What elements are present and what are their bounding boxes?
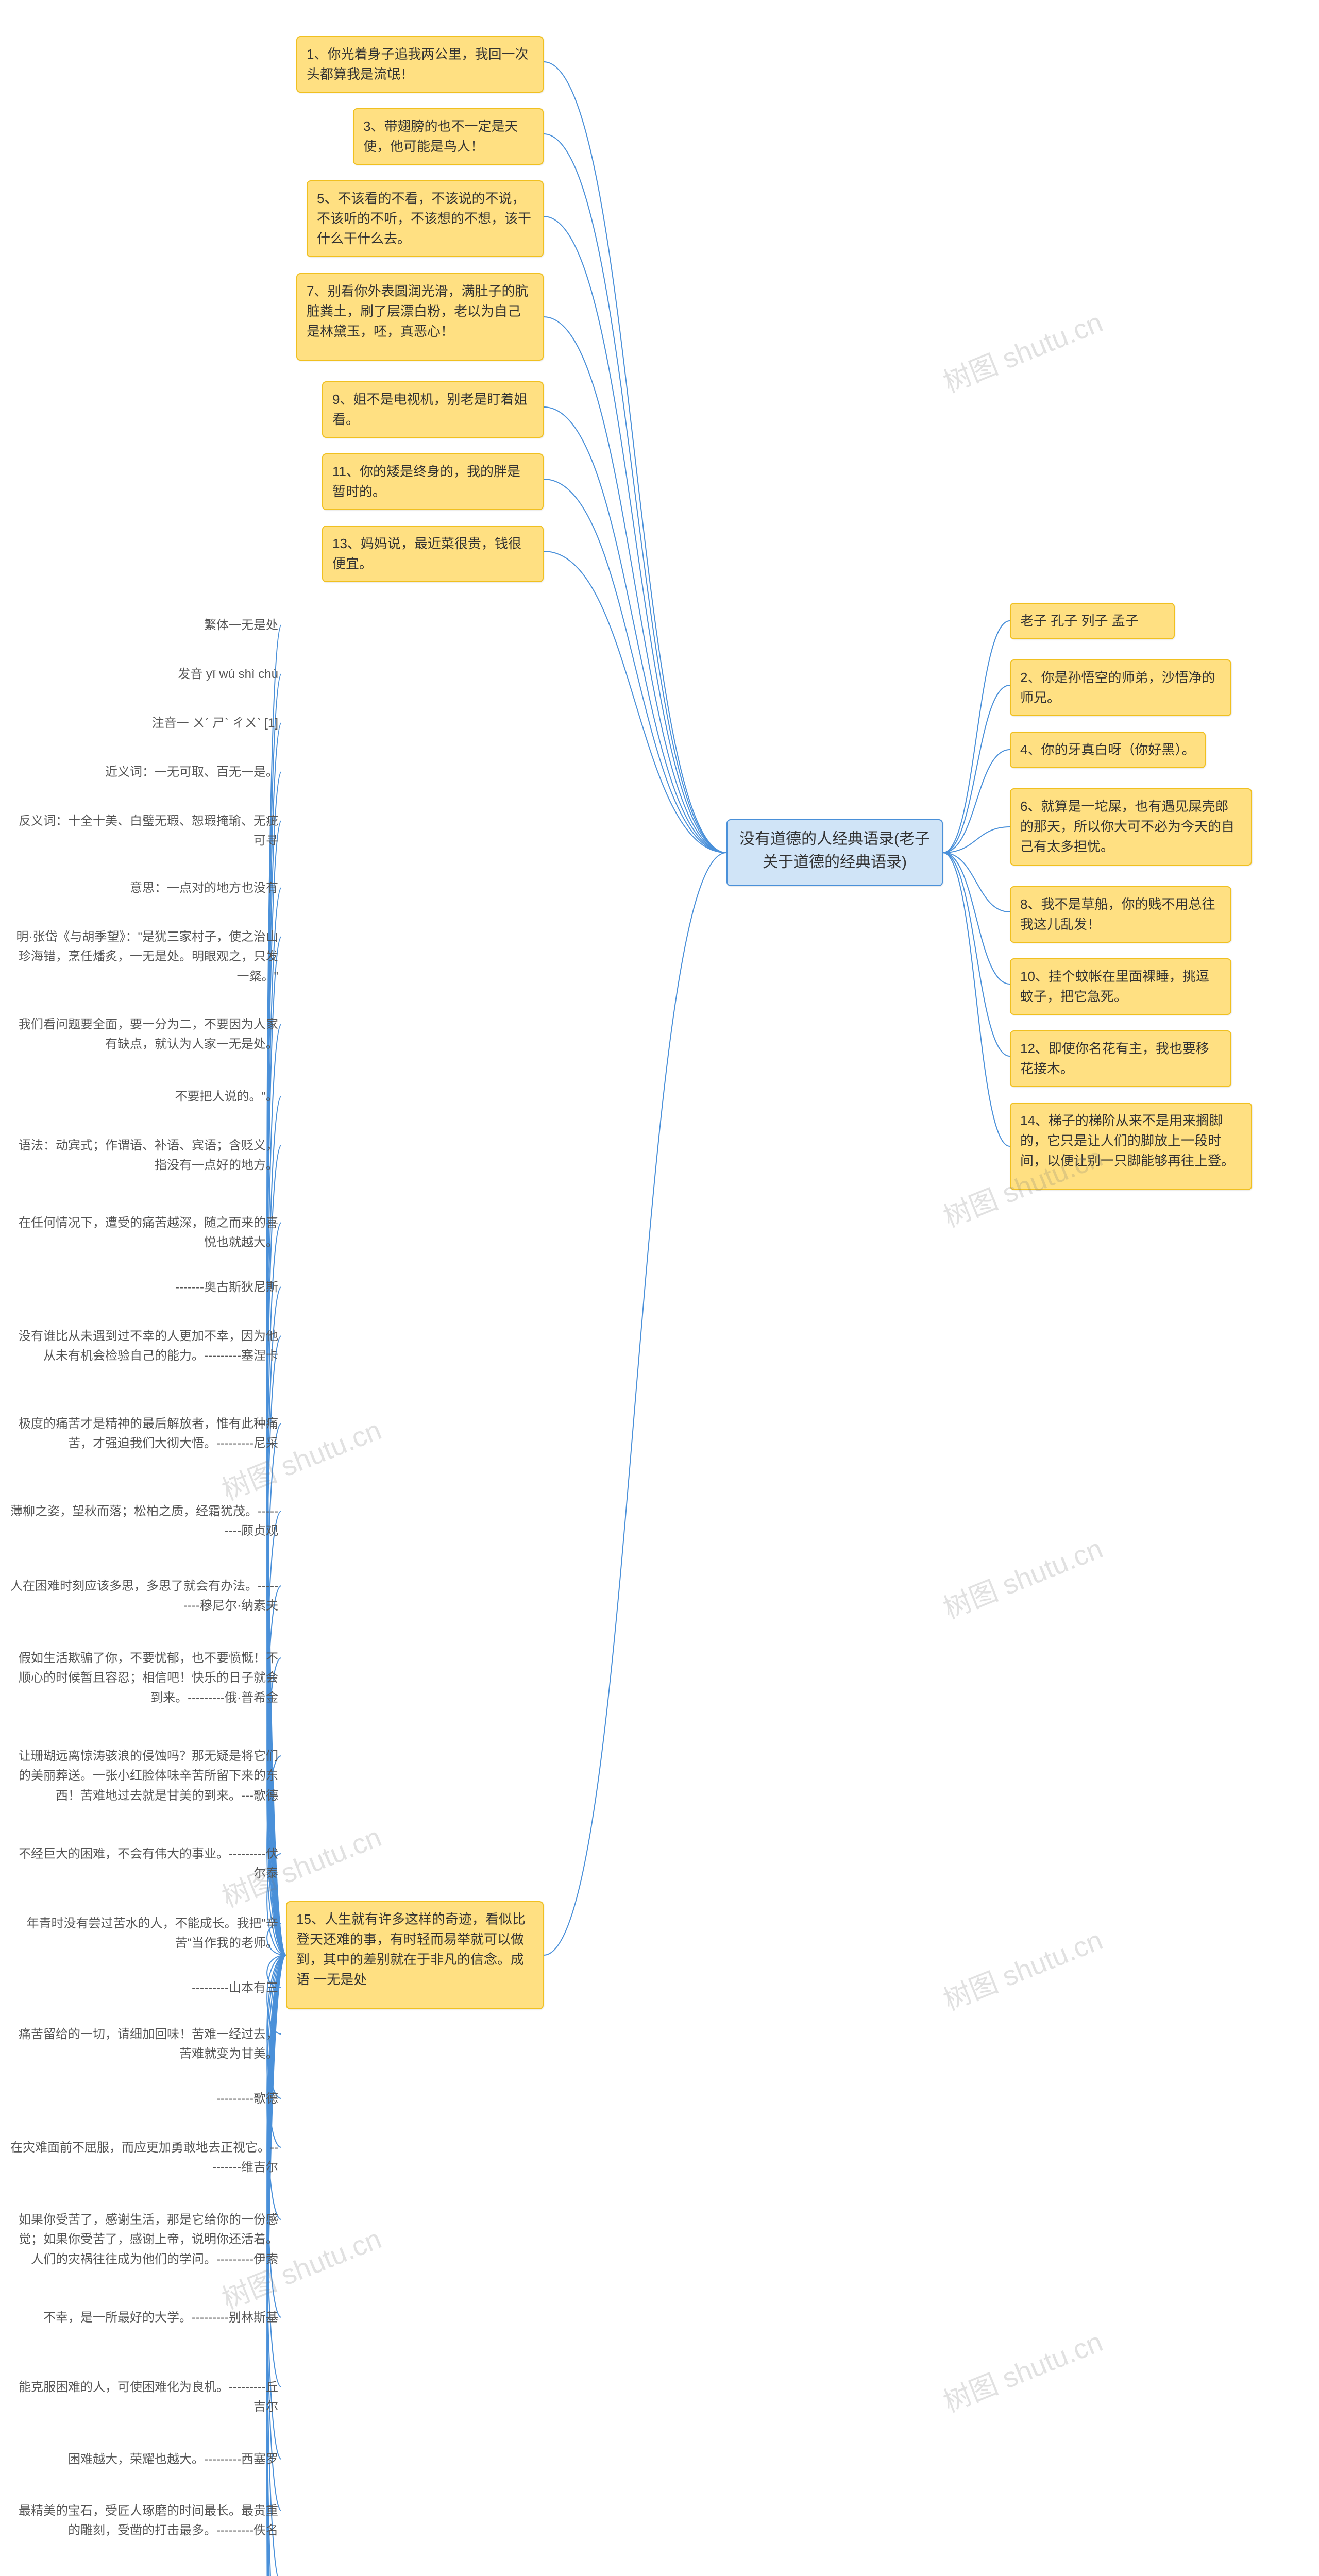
- node-text: 9、姐不是电视机，别老是盯着姐看。: [332, 392, 527, 427]
- watermark: 树图 shutu.cn: [936, 1526, 1108, 1627]
- watermark: 树图 shutu.cn: [936, 300, 1108, 401]
- plain-text-item: 年青时没有尝过苦水的人，不能成长。我把"辛苦"当作我的老师。: [10, 1914, 278, 1954]
- plain-text-item: 能克服困难的人，可使困难化为良机。---------丘吉尔: [10, 2378, 278, 2417]
- plain-text-item: 在灾难面前不屈服，而应更加勇敢地去正视它。---------维吉尔: [10, 2138, 278, 2178]
- plain-text-item: 繁体一无是处: [204, 616, 278, 635]
- plain-text-item: 不要把人说的。"。: [175, 1087, 278, 1107]
- plain-text-item: 我们看问题要全面，要一分为二，不要因为人家有缺点，就认为人家一无是处。: [10, 1015, 278, 1055]
- mindmap-node-l3[interactable]: 3、带翅膀的也不一定是天使，他可能是鸟人！: [353, 108, 544, 165]
- mindmap-node-r4[interactable]: 4、你的牙真白呀（你好黑）。: [1010, 732, 1206, 768]
- node-text: 5、不该看的不看，不该说的不说，不该听的不听，不该想的不想，该干什么干什么去。: [317, 191, 531, 246]
- mindmap-node-l1[interactable]: 1、你光着身子追我两公里，我回一次头都算我是流氓！: [296, 36, 544, 93]
- mindmap-node-r14[interactable]: 14、梯子的梯阶从来不是用来搁脚的，它只是让人们的脚放上一段时间，以便让别一只脚…: [1010, 1103, 1252, 1190]
- plain-text-item: 语法：动宾式；作谓语、补语、宾语；含贬义，指没有一点好的地方。: [10, 1136, 278, 1176]
- node-text: 14、梯子的梯阶从来不是用来搁脚的，它只是让人们的脚放上一段时间，以便让别一只脚…: [1020, 1113, 1235, 1168]
- plain-text-item: 人在困难时刻应该多思，多思了就会有办法。---------穆尼尔·纳素夫: [10, 1577, 278, 1616]
- plain-text-item: 意思：一点对的地方也没有: [130, 878, 278, 898]
- plain-text-item: -------奥古斯狄尼斯: [175, 1278, 278, 1297]
- mindmap-node-l15[interactable]: 15、人生就有许多这样的奇迹，看似比登天还难的事，有时轻而易举就可以做到，其中的…: [286, 1901, 544, 2009]
- plain-text-item: 反义词：十全十美、白璧无瑕、恕瑕掩瑜、无疵可寻: [10, 811, 278, 851]
- node-text: 11、你的矮是终身的，我的胖是暂时的。: [332, 464, 520, 499]
- plain-text-item: 不幸，是一所最好的大学。---------别林斯基: [43, 2308, 278, 2328]
- root-title: 没有道德的人经典语录(老子关于道德的经典语录): [739, 831, 930, 871]
- plain-text-item: ---------山本有三: [192, 1978, 278, 1998]
- mindmap-node-r12[interactable]: 12、即使你名花有主，我也要移花接木。: [1010, 1030, 1231, 1087]
- plain-text-item: 如果你受苦了，感谢生活，那是它给你的一份感觉；如果你受苦了，感谢上帝，说明你还活…: [10, 2210, 278, 2269]
- mindmap-node-r0[interactable]: 老子 孔子 列子 孟子: [1010, 603, 1175, 639]
- plain-text-item: 明·张岱《与胡季望》："是犹三家村子，使之治山珍海错，烹任燔炙，一无是处。明眼观…: [10, 927, 278, 987]
- plain-text-item: 困难越大，荣耀也越大。---------西塞罗: [68, 2450, 278, 2469]
- plain-text-item: ---------歌德: [216, 2089, 278, 2109]
- mindmap-node-l5[interactable]: 5、不该看的不看，不该说的不说，不该听的不听，不该想的不想，该干什么干什么去。: [307, 180, 544, 257]
- plain-text-item: 发音 yī wú shì chù: [178, 665, 278, 684]
- plain-text-item: 痛苦留给的一切，请细加回味！苦难一经过去，苦难就变为甘美。: [10, 2025, 278, 2064]
- node-text: 12、即使你名花有主，我也要移花接木。: [1020, 1041, 1209, 1076]
- plain-text-item: 薄柳之姿，望秋而落；松柏之质，经霜犹茂。---------顾贞观: [10, 1502, 278, 1541]
- plain-text-item: 在任何情况下，遭受的痛苦越深，随之而来的喜悦也就越大。: [10, 1213, 278, 1253]
- plain-text-item: 注音一 ㄨˊ ㄕˋ ㄔㄨˋ [1]: [152, 714, 278, 733]
- node-text: 7、别看你外表圆润光滑，满肚子的肮脏粪土，刷了层漂白粉，老以为自己是林黛玉，呸，…: [307, 283, 528, 339]
- node-text: 3、带翅膀的也不一定是天使，他可能是鸟人！: [363, 118, 518, 154]
- mindmap-node-l11[interactable]: 11、你的矮是终身的，我的胖是暂时的。: [322, 453, 544, 510]
- node-text: 4、你的牙真白呀（你好黑）。: [1020, 742, 1195, 757]
- watermark: 树图 shutu.cn: [936, 2319, 1108, 2420]
- node-text: 2、你是孙悟空的师弟，沙悟净的师兄。: [1020, 670, 1215, 705]
- plain-text-item: 没有谁比从未遇到过不幸的人更加不幸，因为他从未有机会检验自己的能力。------…: [10, 1327, 278, 1366]
- node-text: 老子 孔子 列子 孟子: [1020, 613, 1139, 629]
- watermark: 树图 shutu.cn: [936, 1918, 1108, 2019]
- mindmap-node-r2[interactable]: 2、你是孙悟空的师弟，沙悟净的师兄。: [1010, 659, 1231, 716]
- mindmap-node-r10[interactable]: 10、挂个蚊帐在里面裸睡，挑逗蚊子，把它急死。: [1010, 958, 1231, 1015]
- plain-text-item: 不经巨大的困难，不会有伟大的事业。---------伏尔泰: [10, 1844, 278, 1884]
- mindmap-node-l13[interactable]: 13、妈妈说，最近菜很贵，钱很便宜。: [322, 526, 544, 582]
- node-text: 8、我不是草船，你的贱不用总往我这儿乱发！: [1020, 896, 1215, 932]
- node-text: 15、人生就有许多这样的奇迹，看似比登天还难的事，有时轻而易举就可以做到，其中的…: [296, 1911, 526, 1987]
- plain-text-item: 让珊瑚远离惊涛骇浪的侵蚀吗？那无疑是将它们的美丽葬送。一张小红脸体味辛苦所留下来…: [10, 1747, 278, 1806]
- root-node[interactable]: 没有道德的人经典语录(老子关于道德的经典语录): [726, 819, 943, 886]
- mindmap-node-r6[interactable]: 6、就算是一坨屎，也有遇见屎壳郎的那天，所以你大可不必为今天的自己有太多担忧。: [1010, 788, 1252, 866]
- node-text: 10、挂个蚊帐在里面裸睡，挑逗蚊子，把它急死。: [1020, 969, 1209, 1004]
- plain-text-item: 假如生活欺骗了你，不要忧郁，也不要愤慨！不顺心的时候暂且容忍；相信吧！快乐的日子…: [10, 1649, 278, 1708]
- mindmap-node-l9[interactable]: 9、姐不是电视机，别老是盯着姐看。: [322, 381, 544, 438]
- plain-text-item: 近义词：一无可取、百无一是。: [105, 762, 278, 782]
- node-text: 13、妈妈说，最近菜很贵，钱很便宜。: [332, 536, 521, 571]
- plain-text-item: 极度的痛苦才是精神的最后解放者，惟有此种痛苦，才强迫我们大彻大悟。-------…: [10, 1414, 278, 1454]
- mindmap-node-r8[interactable]: 8、我不是草船，你的贱不用总往我这儿乱发！: [1010, 886, 1231, 943]
- mindmap-node-l7[interactable]: 7、别看你外表圆润光滑，满肚子的肮脏粪土，刷了层漂白粉，老以为自己是林黛玉，呸，…: [296, 273, 544, 361]
- node-text: 6、就算是一坨屎，也有遇见屎壳郎的那天，所以你大可不必为今天的自己有太多担忧。: [1020, 799, 1235, 854]
- node-text: 1、你光着身子追我两公里，我回一次头都算我是流氓！: [307, 46, 528, 82]
- plain-text-item: 最精美的宝石，受匠人琢磨的时间最长。最贵重的雕刻，受凿的打击最多。-------…: [10, 2501, 278, 2541]
